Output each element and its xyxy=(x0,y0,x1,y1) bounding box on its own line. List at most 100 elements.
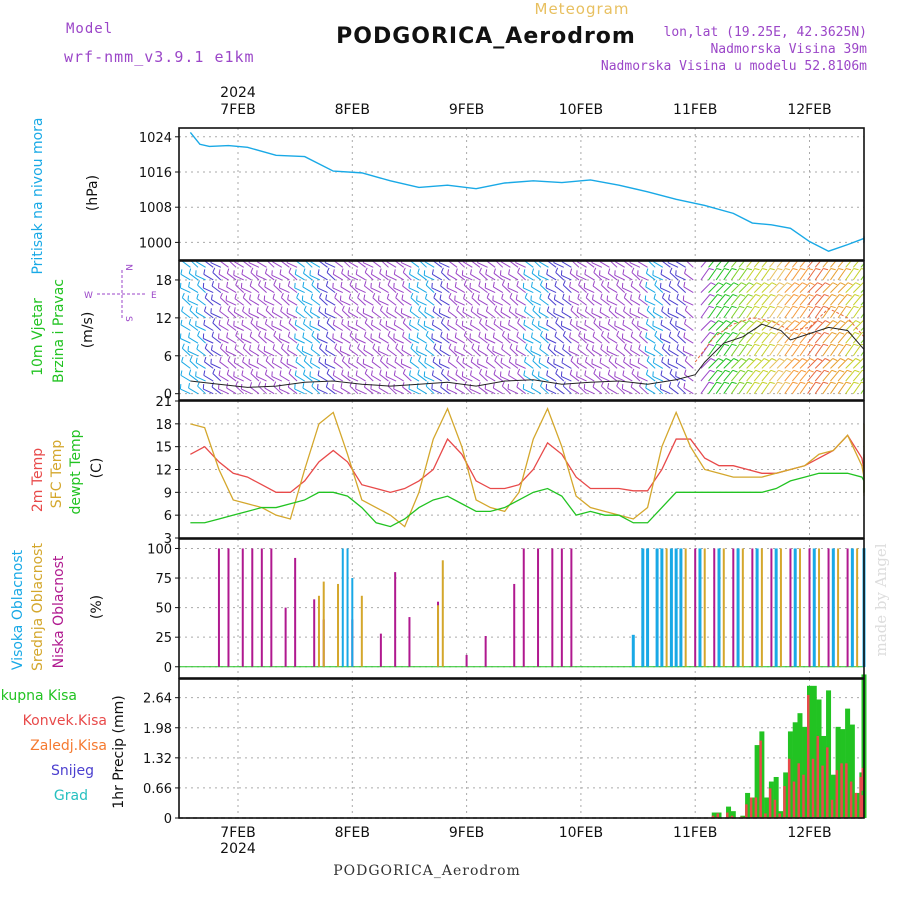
wind-barb xyxy=(639,335,648,344)
wind-barb-feather xyxy=(479,368,482,374)
bottom-date-labels: 7FEB 8FEB 9FEB 10FEB 11FEB 12FEB xyxy=(220,825,831,841)
wind-barb xyxy=(784,344,794,357)
wind-barb xyxy=(700,268,710,281)
wind-barb-feather xyxy=(379,369,382,375)
wind-barb-feather xyxy=(546,269,549,275)
precip-conv-bar xyxy=(821,765,824,818)
wind-barb-feather xyxy=(660,269,663,275)
wind-barb xyxy=(386,311,397,319)
wind-barb-feather xyxy=(372,292,376,298)
wind-barb-feather xyxy=(616,330,620,336)
wind-barb-feather xyxy=(577,344,580,350)
wind-barb xyxy=(639,385,648,395)
wind-barb xyxy=(668,386,679,395)
wind-barb-feather xyxy=(393,269,396,275)
wind-barb-feather xyxy=(637,307,640,313)
wind-barb-feather xyxy=(845,381,852,384)
wind-barb xyxy=(569,337,580,344)
wind-barb xyxy=(837,381,847,394)
wind-barb xyxy=(378,350,389,357)
wind-barb-feather xyxy=(348,307,351,313)
wind-barb-feather xyxy=(607,332,610,338)
wind-barb xyxy=(546,324,557,331)
wind-barb xyxy=(248,312,260,319)
wind-barb xyxy=(807,306,817,319)
wind-barb xyxy=(532,360,542,369)
precip-conv-bar xyxy=(826,747,829,818)
wind-barb xyxy=(471,347,481,357)
wind-barb-feather xyxy=(266,255,268,260)
wind-barb-feather xyxy=(801,369,807,373)
cloud-bar xyxy=(251,548,254,667)
wind-barb-feather xyxy=(809,358,815,362)
wind-barb xyxy=(349,335,359,344)
wind-barb-feather xyxy=(517,368,521,374)
wind-barb xyxy=(852,381,862,394)
wind-barb xyxy=(561,325,572,331)
wind-barb-feather xyxy=(778,331,784,335)
wind-barb-feather xyxy=(531,318,535,325)
wind-barb-feather xyxy=(555,368,559,374)
wind-barb xyxy=(637,311,648,319)
wind-barb-feather xyxy=(779,320,785,324)
wind-barb-feather xyxy=(431,370,434,376)
wind-barb xyxy=(662,347,671,357)
wind-barb xyxy=(814,369,825,382)
wind-barb xyxy=(852,261,860,268)
wind-barb-feather xyxy=(227,356,231,362)
wind-barb-feather xyxy=(264,318,268,325)
wind-barb-feather xyxy=(553,345,556,351)
wind-barb-feather xyxy=(793,369,799,373)
wind-barb xyxy=(447,324,458,331)
wind-barb-feather xyxy=(234,293,237,299)
wind-barb xyxy=(791,261,799,268)
wind-barb-feather xyxy=(196,293,199,299)
wind-barb-feather xyxy=(516,331,519,337)
cloud-bar xyxy=(755,548,759,667)
wind-barb xyxy=(508,324,519,331)
cloud-bar xyxy=(641,548,645,667)
wind-barb xyxy=(723,369,734,382)
wind-barb xyxy=(860,338,864,344)
wind-barb-feather xyxy=(763,331,769,335)
wind-barb xyxy=(402,322,412,331)
wind-barb xyxy=(455,374,465,382)
wind-barb xyxy=(738,381,748,394)
wind-barb-feather xyxy=(210,294,213,300)
wind-barb xyxy=(807,344,817,357)
wind-barb xyxy=(379,323,389,331)
wind-barb xyxy=(195,311,206,319)
wind-barb-feather xyxy=(763,369,769,373)
wind-barb xyxy=(492,300,504,306)
cloud-bar xyxy=(260,548,263,667)
cloud-bar xyxy=(660,548,664,667)
wind-barb xyxy=(538,375,549,382)
wind-barb xyxy=(591,262,603,268)
wind-barb xyxy=(845,306,855,319)
wind-barb-feather xyxy=(249,281,253,287)
cloud-bar xyxy=(779,548,782,667)
wind-barb-feather xyxy=(302,281,305,288)
wind-barb xyxy=(585,347,595,357)
wind-barb-feather xyxy=(357,343,361,349)
wind-barb xyxy=(281,347,290,357)
wind-barb xyxy=(630,349,641,357)
wind-barb xyxy=(341,323,351,331)
wind-barb-feather xyxy=(501,293,504,299)
wind-barb-feather xyxy=(877,306,882,307)
wind-barb xyxy=(356,310,366,319)
wind-barb-feather xyxy=(816,294,822,297)
wind-barb xyxy=(241,374,252,382)
wind-barb-feather xyxy=(585,343,589,349)
wind-barb xyxy=(408,388,420,395)
wind-barb-feather xyxy=(792,268,798,271)
wind-barb xyxy=(402,285,412,293)
wind-barb-feather xyxy=(769,305,775,309)
wind-barb xyxy=(524,361,534,369)
wind-barb-feather xyxy=(630,294,632,300)
wind-barb xyxy=(584,338,595,344)
wind-barb xyxy=(433,297,443,306)
wind-barb xyxy=(279,324,290,331)
wind-barb-feather xyxy=(341,318,344,325)
wind-barb xyxy=(264,300,275,306)
